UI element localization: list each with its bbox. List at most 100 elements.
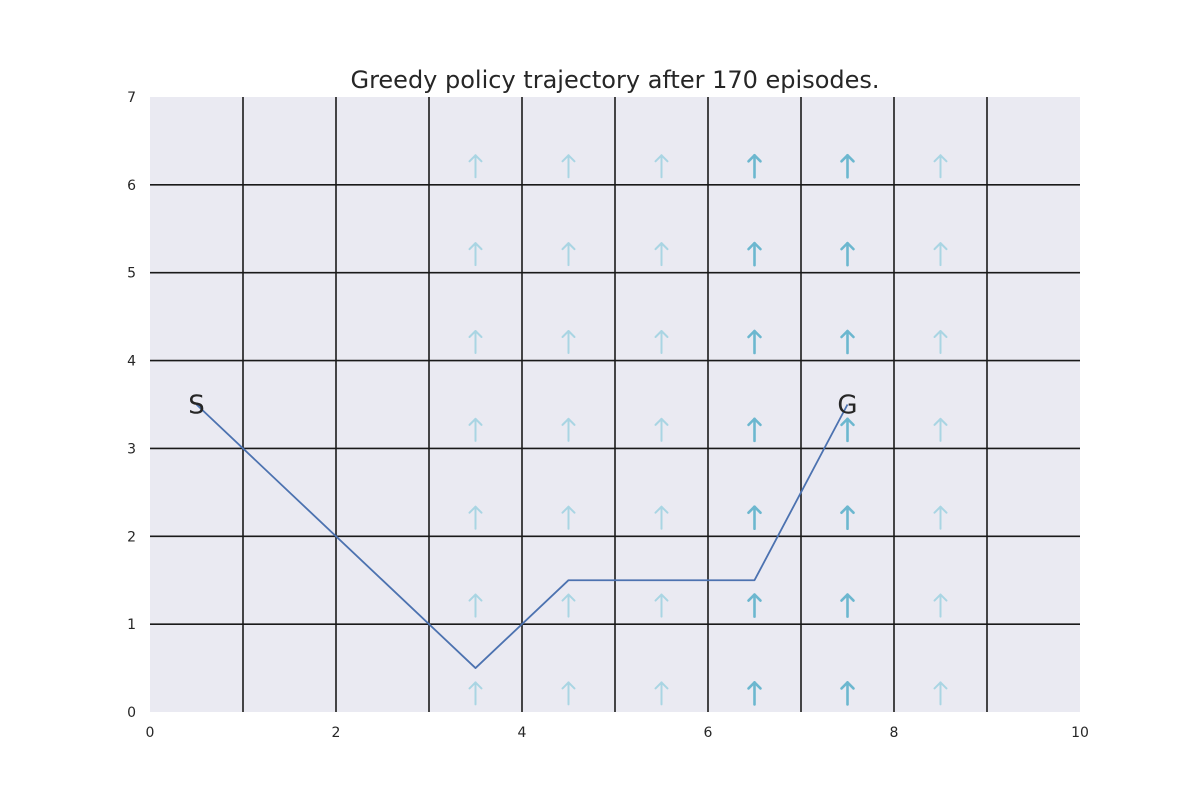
arrow-up-icon: [747, 681, 762, 706]
arrow-up-icon: [468, 154, 483, 179]
arrow-head: [933, 417, 948, 426]
arrow-up-icon: [933, 242, 948, 267]
arrow-head: [468, 154, 483, 163]
arrow-head: [747, 153, 762, 163]
arrow-up-icon: [747, 417, 762, 443]
arrow-up-icon: [654, 330, 669, 354]
arrow-head: [840, 505, 855, 515]
arrow-head: [654, 242, 669, 251]
arrow-head: [654, 154, 669, 163]
arrow-up-icon: [561, 681, 576, 706]
arrow-up-icon: [840, 505, 855, 531]
arrow-up-icon: [654, 505, 669, 530]
arrow-up-icon: [468, 242, 483, 267]
arrow-up-icon: [840, 417, 855, 443]
arrow-up-icon: [840, 241, 855, 267]
arrow-up-icon: [747, 593, 762, 618]
arrow-head: [654, 330, 669, 338]
trajectory-line: [195, 403, 849, 669]
arrow-up-icon: [654, 417, 669, 442]
arrow-up-icon: [654, 681, 669, 706]
arrow-head: [654, 681, 669, 690]
arrow-up-icon: [747, 329, 762, 355]
arrow-head: [561, 154, 576, 163]
arrow-up-icon: [933, 417, 948, 442]
arrow-head: [840, 329, 855, 339]
arrow-up-icon: [561, 593, 576, 618]
arrow-up-icon: [468, 330, 483, 354]
arrow-head: [468, 593, 483, 602]
arrow-head: [468, 242, 483, 251]
arrow-up-icon: [654, 242, 669, 267]
x-axis-ticks: 0 2 4 6 8 10: [146, 725, 1089, 741]
arrow-up-icon: [747, 153, 762, 179]
arrow-head: [840, 153, 855, 163]
arrow-up-icon: [468, 681, 483, 706]
arrow-up-icon: [468, 505, 483, 530]
arrow-head: [933, 505, 948, 514]
arrow-head: [468, 330, 483, 338]
arrow-head: [654, 505, 669, 514]
arrow-up-icon: [840, 329, 855, 355]
arrow-up-icon: [933, 154, 948, 179]
x-tick-label: 4: [518, 725, 527, 741]
arrow-up-icon: [468, 417, 483, 442]
y-tick-label: 7: [127, 90, 136, 106]
y-tick-label: 4: [127, 354, 136, 370]
arrow-up-icon: [840, 593, 855, 618]
arrow-head: [561, 330, 576, 338]
arrow-head: [561, 505, 576, 514]
arrow-head: [561, 417, 576, 426]
arrow-head: [933, 154, 948, 163]
arrow-up-icon: [654, 154, 669, 179]
arrow-head: [840, 681, 855, 690]
arrow-up-icon: [933, 505, 948, 530]
arrow-up-icon: [561, 330, 576, 354]
arrow-head: [747, 681, 762, 690]
y-tick-label: 0: [127, 705, 136, 721]
arrow-up-icon: [933, 330, 948, 354]
arrow-head: [561, 681, 576, 690]
chart-title: Greedy policy trajectory after 170 episo…: [350, 66, 879, 94]
arrow-head: [747, 417, 762, 427]
x-tick-label: 6: [704, 725, 713, 741]
wind-arrows: [468, 153, 948, 706]
start-label: S: [188, 391, 205, 421]
arrow-up-icon: [933, 593, 948, 618]
arrow-up-icon: [933, 681, 948, 706]
x-tick-label: 8: [890, 725, 899, 741]
arrow-head: [747, 505, 762, 515]
arrow-head: [468, 505, 483, 514]
arrow-up-icon: [468, 593, 483, 618]
arrow-up-icon: [561, 417, 576, 442]
arrow-head: [747, 329, 762, 339]
arrow-head: [933, 593, 948, 602]
arrow-head: [840, 241, 855, 251]
arrow-head: [840, 417, 855, 427]
arrow-head: [933, 242, 948, 251]
arrow-up-icon: [747, 241, 762, 267]
arrow-up-icon: [561, 154, 576, 179]
arrow-head: [561, 242, 576, 251]
arrow-head: [468, 681, 483, 690]
x-tick-label: 10: [1071, 725, 1089, 741]
trajectory-series: [195, 403, 849, 669]
arrow-head: [654, 417, 669, 426]
arrow-up-icon: [747, 505, 762, 531]
arrow-head: [468, 417, 483, 426]
arrow-head: [933, 330, 948, 338]
y-tick-label: 3: [127, 441, 136, 457]
x-tick-label: 2: [332, 725, 341, 741]
y-axis-ticks: 0 1 2 3 4 5 6 7: [127, 90, 136, 721]
arrow-up-icon: [840, 153, 855, 179]
goal-label: G: [837, 391, 857, 421]
arrow-head: [654, 593, 669, 602]
arrow-up-icon: [561, 242, 576, 267]
y-tick-label: 5: [127, 266, 136, 282]
grid-lines: [150, 97, 1080, 712]
y-tick-label: 2: [127, 529, 136, 545]
arrow-head: [840, 593, 855, 602]
y-tick-label: 1: [127, 617, 136, 633]
